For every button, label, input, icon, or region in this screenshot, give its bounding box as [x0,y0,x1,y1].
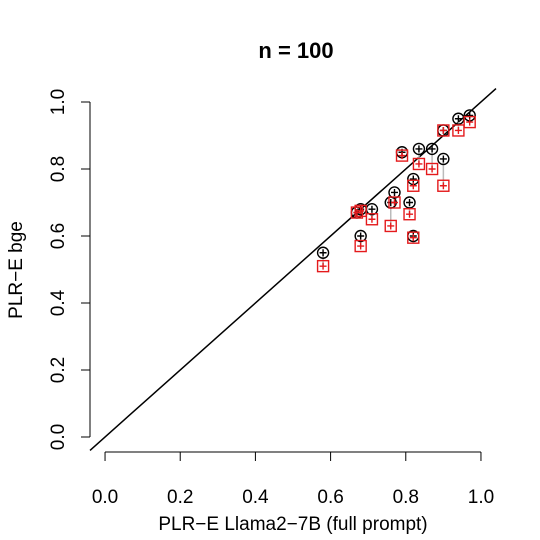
point [388,186,401,199]
point [403,208,416,221]
y-tick-label: 0.8 [48,156,69,182]
y-tick-label: 0.6 [48,223,69,249]
point [350,206,364,219]
point [403,196,416,209]
y-tick-label: 0.0 [48,424,69,450]
x-axis-label: PLR−E Llama2−7B (full prompt) [158,514,427,535]
point [463,115,476,129]
point [437,152,450,166]
point [425,162,439,176]
x-tick-label: 0.2 [167,487,193,508]
point [407,231,420,244]
point [412,142,426,156]
y-tick-label: 0.4 [48,289,69,316]
point [365,213,379,226]
diagonal-line [89,88,497,451]
point [354,239,367,253]
point [395,149,409,162]
y-tick-label: 0.2 [48,357,69,383]
chart-title: n = 100 [258,38,333,63]
point [354,229,367,243]
point [452,124,465,137]
y-tick-label: 1.0 [48,89,69,115]
point [388,196,401,209]
x-tick-label: 0.0 [92,487,118,508]
point [425,142,439,156]
point [316,246,330,259]
point [384,219,397,233]
x-tick-label: 0.6 [317,487,343,508]
x-tick-label: 1.0 [468,487,494,508]
point [437,179,450,192]
y-axis-label: PLR−E bge [6,221,27,319]
x-tick-label: 0.4 [242,487,269,508]
point [412,157,426,171]
point [316,259,330,273]
x-tick-label: 0.8 [393,487,419,508]
point [354,204,367,218]
point [437,124,450,137]
point [407,179,420,192]
